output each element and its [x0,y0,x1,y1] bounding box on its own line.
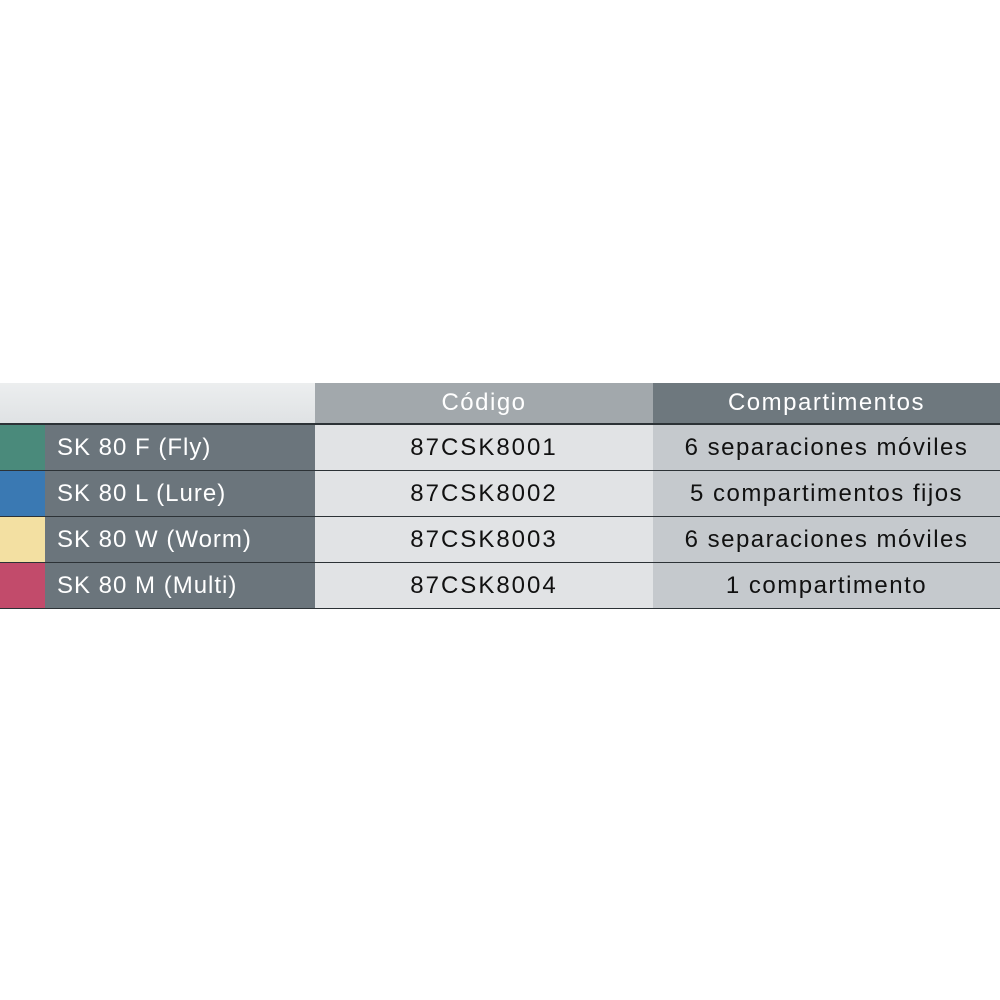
compartments: 5 compartimentos fijos [653,471,1000,516]
table-row: SK 80 M (Multi) 87CSK8004 1 compartiment… [0,563,1000,609]
header-code: Código [315,383,653,423]
model-name: SK 80 M (Multi) [45,563,315,608]
compartments: 1 compartimento [653,563,1000,608]
model-name: SK 80 L (Lure) [45,471,315,516]
table-row: SK 80 L (Lure) 87CSK8002 5 compartimento… [0,471,1000,517]
header-compartments: Compartimentos [653,383,1000,423]
table-row: SK 80 F (Fly) 87CSK8001 6 separaciones m… [0,425,1000,471]
product-table: Código Compartimentos SK 80 F (Fly) 87CS… [0,383,1000,609]
header-blank [0,383,315,423]
product-code: 87CSK8001 [315,425,653,470]
product-code: 87CSK8003 [315,517,653,562]
model-name: SK 80 F (Fly) [45,425,315,470]
color-swatch [0,563,45,608]
product-code: 87CSK8002 [315,471,653,516]
color-swatch [0,425,45,470]
table-row: SK 80 W (Worm) 87CSK8003 6 separaciones … [0,517,1000,563]
compartments: 6 separaciones móviles [653,425,1000,470]
color-swatch [0,471,45,516]
model-name: SK 80 W (Worm) [45,517,315,562]
color-swatch [0,517,45,562]
compartments: 6 separaciones móviles [653,517,1000,562]
product-code: 87CSK8004 [315,563,653,608]
table-header: Código Compartimentos [0,383,1000,425]
